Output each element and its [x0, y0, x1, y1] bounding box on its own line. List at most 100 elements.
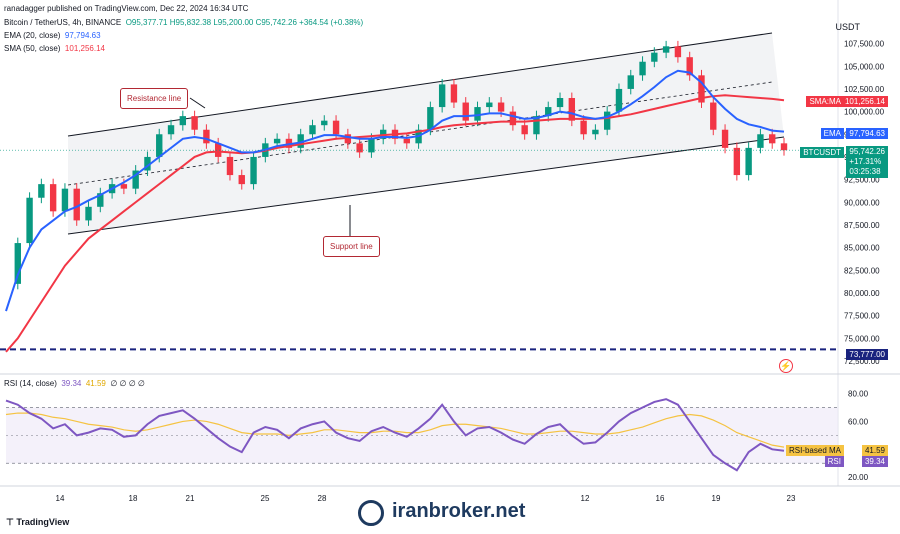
x-tick-label: 21: [186, 494, 195, 503]
y-tick-label: 77,500.00: [844, 312, 880, 321]
candle-body: [179, 116, 187, 126]
rsi-tick-label: 60.00: [848, 417, 869, 426]
candle-body: [38, 184, 45, 198]
candle-body: [615, 88, 623, 112]
tv-icon: ⊤: [6, 517, 14, 527]
y-tick-label: 102,500.00: [844, 85, 885, 94]
candle-body: [438, 84, 446, 108]
candle-body: [639, 61, 646, 76]
candle-body: [662, 46, 670, 53]
candle-body: [427, 107, 434, 130]
candle-body: [356, 143, 363, 153]
rsi-price-tag: 39.34: [861, 456, 888, 467]
candle-body: [486, 102, 493, 108]
candle-body: [321, 120, 328, 126]
candle-body: [592, 129, 599, 135]
y-tick-label: 75,000.00: [844, 334, 880, 343]
candle-body: [132, 170, 139, 189]
sma-legend-value: 101,256.14: [64, 44, 105, 53]
watermark: iranbroker.net: [392, 500, 526, 522]
candle-body: [769, 134, 776, 144]
candle-body: [368, 138, 375, 153]
candle-body: [167, 125, 175, 135]
ema-line: [5, 69, 785, 312]
rsi-legend-tail: ∅ ∅ ∅ ∅: [110, 379, 145, 388]
rsi-ma-price-tag: 41.59: [861, 445, 888, 456]
sma-price-tag: 101,256.14: [841, 96, 888, 107]
candle-body: [651, 52, 658, 62]
candle-body: [226, 156, 234, 176]
y-tick-label: 92,500.00: [844, 176, 880, 185]
candle-body: [97, 193, 104, 207]
candle-body: [250, 156, 257, 185]
candle-body: [733, 147, 741, 176]
candle-body: [603, 111, 611, 130]
y-tick-label: 100,000.00: [844, 108, 885, 117]
rsi-tick-label: 20.00: [848, 473, 869, 482]
candle-body: [474, 107, 481, 121]
candle-body: [120, 184, 128, 189]
x-tick-label: 14: [56, 494, 65, 503]
ema-legend[interactable]: EMA (20, close) 97,794.63: [4, 31, 101, 40]
candle-body: [61, 188, 69, 212]
ema-price-tag: 97,794.63: [846, 128, 888, 139]
y-tick-label: 105,000.00: [844, 62, 885, 71]
rsi-tick-label: 80.00: [848, 390, 869, 399]
sma-legend-label: SMA (50, close): [4, 44, 61, 53]
publish-line: ranadagger published on TradingView.com,…: [4, 4, 249, 13]
candle-body: [156, 134, 163, 157]
rsi-legend-value: 39.34: [61, 379, 82, 388]
candle-body: [450, 84, 458, 103]
candle-body: [721, 129, 729, 148]
btc-tag: BTCUSDT: [800, 147, 844, 158]
candle-body: [309, 125, 316, 135]
rsi-legend[interactable]: RSI (14, close) 39.34 41.59 ∅ ∅ ∅ ∅: [4, 379, 145, 388]
support-annotation: Support line: [323, 236, 380, 257]
candle-body: [49, 184, 57, 212]
symbol-title[interactable]: Bitcoin / TetherUS, 4h, BINANCE: [4, 18, 122, 27]
x-tick-label: 25: [261, 494, 270, 503]
tv-logo-text: TradingView: [16, 517, 70, 527]
y-tick-label: 80,000.00: [844, 289, 880, 298]
candle-body: [509, 111, 517, 126]
candle-body: [745, 147, 752, 176]
x-tick-label: 16: [656, 494, 665, 503]
resistance-pointer: [189, 97, 206, 109]
x-tick-label: 18: [129, 494, 138, 503]
candle-body: [332, 120, 340, 135]
alert-icon[interactable]: ⚡: [779, 359, 793, 373]
candle-body: [403, 138, 410, 144]
candle-body: [214, 143, 222, 157]
candle-body: [26, 197, 33, 244]
candle-body: [674, 46, 682, 58]
candle-body: [568, 98, 576, 121]
sma-tag: SMA:MA: [806, 96, 844, 107]
candle-body: [533, 116, 540, 135]
rsi-ma-line: [5, 412, 785, 448]
candle-body: [273, 138, 281, 144]
x-tick-label: 12: [581, 494, 590, 503]
candle-body: [580, 120, 587, 135]
rsi-line: [5, 398, 785, 472]
y-tick-label: 87,500.00: [844, 221, 880, 230]
candle-body: [462, 102, 469, 121]
candle-body: [545, 107, 552, 117]
btc-pct: +17.31%: [849, 157, 882, 166]
candle-body: [556, 98, 564, 108]
resistance-annotation: Resistance line: [120, 88, 189, 109]
x-tick-label: 28: [318, 494, 327, 503]
tradingview-logo[interactable]: ⊤ TradingView: [6, 517, 69, 528]
candle-body: [144, 156, 151, 171]
candle-body: [203, 129, 210, 144]
sma-legend[interactable]: SMA (50, close) 101,256.14: [4, 44, 105, 53]
rsi-legend-ma: 41.59: [85, 379, 106, 388]
candle-body: [297, 134, 304, 148]
symbol-line: Bitcoin / TetherUS, 4h, BINANCE O95,377.…: [4, 18, 363, 27]
candle-body: [710, 102, 717, 130]
y-tick-label: 85,000.00: [844, 244, 880, 253]
channel-fill: [68, 33, 784, 234]
level-tag: 73,777.00: [846, 349, 888, 360]
y-tick-label: 107,500.00: [844, 40, 885, 49]
currency-label[interactable]: USDT: [835, 22, 861, 32]
